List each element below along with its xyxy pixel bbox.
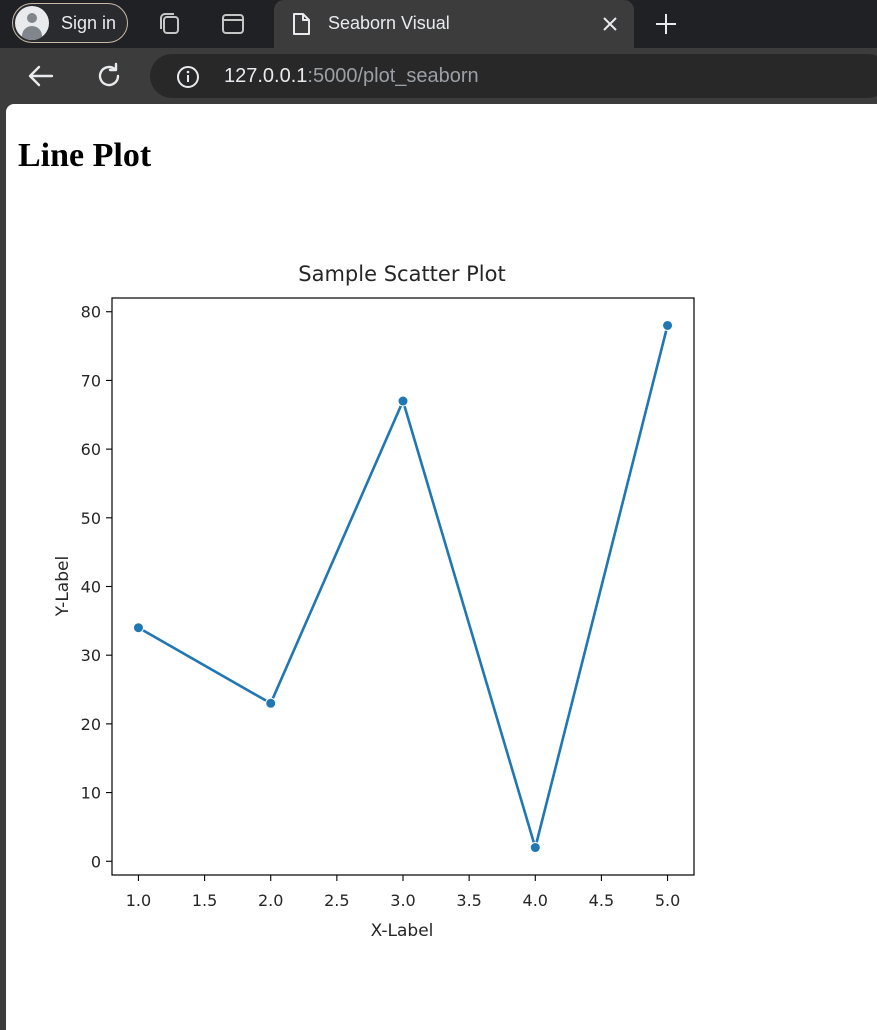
x-tick-label: 3.0 xyxy=(390,891,415,910)
x-tick-label: 5.0 xyxy=(655,891,680,910)
x-tick-label: 3.5 xyxy=(456,891,481,910)
reload-icon[interactable] xyxy=(94,61,124,91)
x-tick-label: 1.0 xyxy=(126,891,151,910)
sign-in-label: Sign in xyxy=(61,12,117,33)
close-icon[interactable] xyxy=(600,14,620,34)
series-layer xyxy=(132,319,674,854)
page-heading: Line Plot xyxy=(18,137,152,174)
back-arrow-icon[interactable] xyxy=(26,62,56,90)
browser-tab-strip: Sign in Seaborn Visual xyxy=(0,0,877,48)
chart-title: Sample Scatter Plot xyxy=(298,262,505,286)
data-point xyxy=(397,395,409,407)
y-tick-label: 30 xyxy=(81,646,101,665)
data-point xyxy=(132,622,144,634)
url-text: 127.0.0.1:5000/plot_seaborn xyxy=(224,65,479,88)
data-point xyxy=(529,842,541,854)
address-bar[interactable]: 127.0.0.1:5000/plot_seaborn xyxy=(150,54,877,98)
avatar-icon xyxy=(15,6,49,40)
x-tick-label: 2.5 xyxy=(324,891,349,910)
y-tick-label: 60 xyxy=(81,440,101,459)
seaborn-line-plot: Sample Scatter Plot 1.0 1.5 2.0 2.5 3.0 3.5 4.… xyxy=(53,262,695,941)
x-axis-label: X-Label xyxy=(371,921,434,941)
data-point xyxy=(265,697,277,709)
y-tick-label: 40 xyxy=(81,578,101,597)
active-tab[interactable]: Seaborn Visual xyxy=(274,0,634,48)
data-point xyxy=(662,319,674,331)
page-viewport: Line Plot Sample Scatter Plot 1.0 1.5 2.0 2… xyxy=(6,104,877,1030)
sign-in-button[interactable]: Sign in xyxy=(12,3,128,43)
y-tick-label: 70 xyxy=(81,371,101,390)
x-tick-label: 4.0 xyxy=(523,891,548,910)
tick-layer: 1.0 1.5 2.0 2.5 3.0 3.5 4.0 4.5 5.0 0 10 20 30 40 50 60… xyxy=(81,303,681,910)
y-tick-label: 80 xyxy=(81,303,101,322)
tab-title: Seaborn Visual xyxy=(328,13,450,33)
y-axis-label: Y-Label xyxy=(53,556,73,617)
url-path: :5000/plot_seaborn xyxy=(307,65,479,87)
tab-groups-icon[interactable] xyxy=(156,10,184,38)
plot-frame xyxy=(111,297,695,876)
y-tick-label: 10 xyxy=(81,784,101,803)
y-tick-label: 0 xyxy=(91,852,101,871)
browser-toolbar: 127.0.0.1:5000/plot_seaborn xyxy=(0,48,877,104)
x-tick-label: 4.5 xyxy=(589,891,614,910)
y-tick-label: 50 xyxy=(81,509,101,528)
tab-strip-icon[interactable] xyxy=(219,10,247,38)
new-tab-icon[interactable] xyxy=(652,10,680,38)
url-host: 127.0.0.1 xyxy=(224,65,308,87)
y-tick-label: 20 xyxy=(81,715,101,734)
document-icon xyxy=(293,13,310,35)
info-icon[interactable] xyxy=(176,65,200,89)
x-tick-label: 2.0 xyxy=(258,891,283,910)
x-tick-label: 1.5 xyxy=(192,891,217,910)
